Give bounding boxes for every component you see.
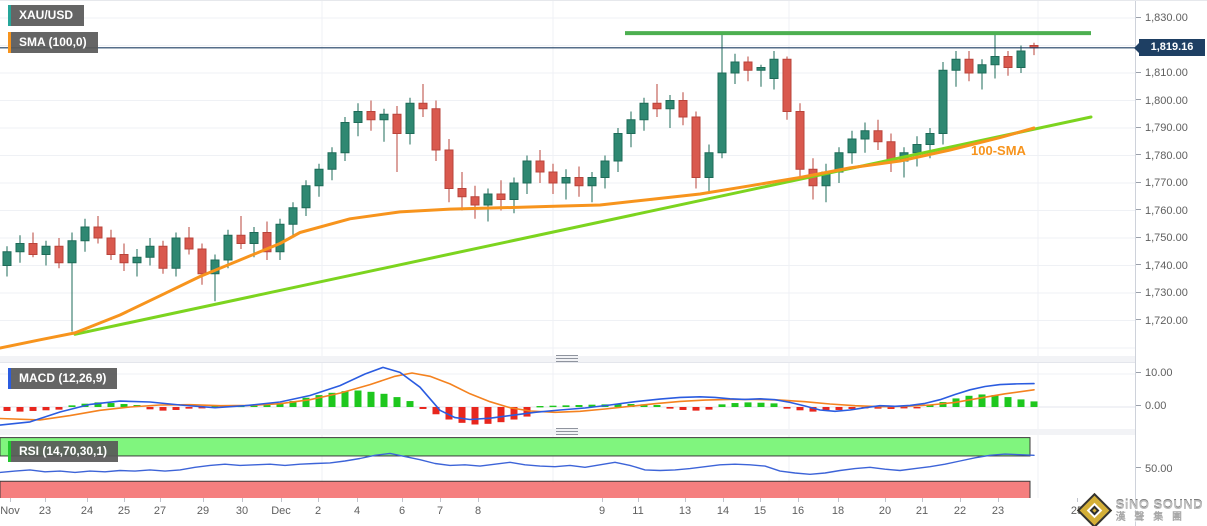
price-tick-label: 1,760.00 [1136,204,1207,218]
macd-indicator-badge[interactable]: MACD (12,26,9) [8,368,118,389]
price-tick-label: 1,750.00 [1136,231,1207,245]
time-axis[interactable]: Nov 23 24 25 27 29 30 Dec 2 4 6 7 8 9 11 13 14 15 16 18 20 21… [0,498,1135,526]
price-tick-label: 1,830.00 [1136,11,1207,25]
time-tick-label: 8 [474,505,482,517]
time-tick-label: 15 [753,505,767,517]
watermark-brand-text: SiNO SOUND [1115,496,1203,512]
macd-panel[interactable] [0,362,1135,431]
rsi-indicator-badge[interactable]: RSI (14,70,30,1) [8,441,119,462]
current-price-badge: 1,819.16 [1134,39,1205,57]
time-tick-mark [45,498,46,502]
time-tick-label: 4 [353,505,361,517]
time-tick-mark [885,498,886,502]
time-tick-mark [318,498,319,502]
symbol-badge[interactable]: XAU/USD [8,5,85,26]
macd-canvas[interactable] [0,363,1135,430]
time-tick-mark [602,498,603,502]
rsi-label: RSI (14,70,30,1) [19,444,108,458]
time-tick-label: 6 [398,505,406,517]
price-tick-label: 1,780.00 [1136,149,1207,163]
time-tick-mark [798,498,799,502]
time-tick-mark [87,498,88,502]
price-tick-label: 1,730.00 [1136,286,1207,300]
diamond-logo-icon [1076,492,1112,526]
time-tick-mark [357,498,358,502]
time-tick-label: Dec [271,505,291,517]
time-tick-mark [838,498,839,502]
time-tick-mark [685,498,686,502]
time-tick-label: 20 [878,505,892,517]
sma-label: SMA (100,0) [19,35,87,49]
time-tick-mark [124,498,125,502]
time-tick-mark [922,498,923,502]
time-tick-label: 14 [716,505,730,517]
time-tick-mark [998,498,999,502]
macd-tick-label: 10.00 [1136,366,1207,380]
time-tick-mark [440,498,441,502]
price-tick-label: 1,740.00 [1136,259,1207,273]
macd-tick-label: 0.00 [1136,399,1207,413]
time-tick-label: 13 [678,505,692,517]
time-tick-mark [160,498,161,502]
time-tick-label: 29 [196,505,210,517]
price-tick-label: 1,800.00 [1136,94,1207,108]
time-tick-label: 22 [953,505,967,517]
time-tick-mark [203,498,204,502]
time-tick-label: 16 [791,505,805,517]
main-chart-panel[interactable] [0,1,1135,356]
rsi-panel[interactable] [0,435,1135,498]
watermark-chinese-text: 漢 聲 集 團 [1115,512,1185,523]
time-tick-mark [242,498,243,502]
time-tick-label: 25 [117,505,131,517]
time-tick-label: 18 [831,505,845,517]
price-tick-label: 1,770.00 [1136,176,1207,190]
time-tick-mark [760,498,761,502]
rsi-canvas[interactable] [0,435,1135,498]
price-tick-label: 1,790.00 [1136,121,1207,135]
macd-label: MACD (12,26,9) [19,371,107,385]
time-tick-mark [402,498,403,502]
price-tick-label: 1,720.00 [1136,314,1207,328]
time-tick-label: 27 [153,505,167,517]
price-axis[interactable]: 1,819.16 1,830.00 1,810.00 1,800.00 1,790.0… [1134,1,1207,526]
time-tick-label: 23 [991,505,1005,517]
resize-grip-icon[interactable] [556,355,578,362]
symbol-label: XAU/USD [19,8,74,22]
resize-grip-icon[interactable] [556,428,578,435]
time-tick-label: 9 [598,505,606,517]
current-price-value: 1,819.16 [1150,41,1194,54]
time-tick-mark [10,498,11,502]
time-tick-label: 24 [80,505,94,517]
time-tick-label: 30 [235,505,249,517]
sma-annotation-label: 100-SMA [971,143,1026,158]
time-tick-label: 7 [436,505,444,517]
sma-indicator-badge[interactable]: SMA (100,0) [8,32,98,53]
time-tick-label: 23 [38,505,52,517]
time-tick-label: Nov [0,505,20,517]
time-tick-mark [723,498,724,502]
sino-sound-logo: SiNO SOUND 漢 聲 集 團 [1076,492,1203,526]
time-tick-mark [478,498,479,502]
time-tick-mark [281,498,282,502]
time-tick-label: 11 [632,505,644,517]
time-tick-mark [638,498,639,502]
candlestick-canvas[interactable] [0,1,1135,356]
time-tick-mark [960,498,961,502]
time-tick-label: 21 [915,505,929,517]
price-badge-arrow-icon [1134,42,1139,53]
time-tick-mark [1077,498,1078,502]
rsi-tick-label: 50.00 [1136,462,1207,476]
time-tick-label: 2 [314,505,322,517]
price-tick-label: 1,810.00 [1136,66,1207,80]
